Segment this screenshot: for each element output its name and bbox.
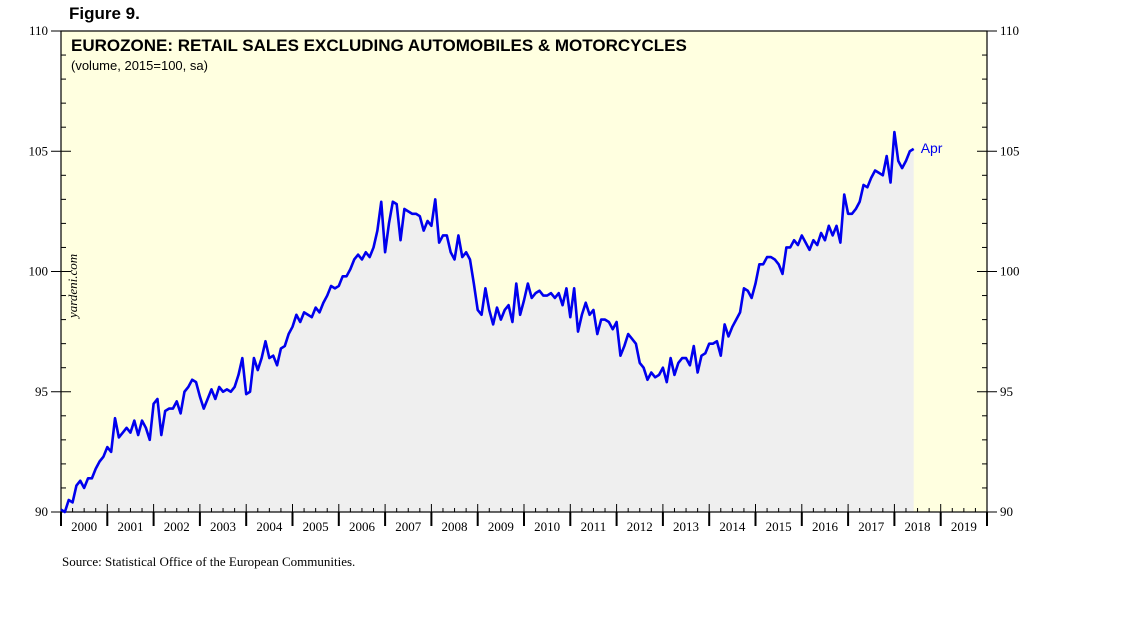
axis-layer: 90 90 95 95 100 100 105 105 110 110 2000 2001 2002 20… xyxy=(29,23,1020,534)
y-tick-label-left: 90 xyxy=(35,504,48,519)
y-tick-label-right: 100 xyxy=(1000,264,1020,279)
x-tick-label: 2016 xyxy=(812,519,839,534)
series-area xyxy=(61,132,914,512)
y-tick-label-left: 105 xyxy=(29,143,49,158)
x-tick-label: 2004 xyxy=(256,519,283,534)
x-tick-label: 2010 xyxy=(534,519,560,534)
x-tick-label: 2001 xyxy=(117,519,143,534)
watermark: yardeni.com xyxy=(65,254,80,320)
y-tick-label-left: 95 xyxy=(35,384,48,399)
y-tick-label-right: 110 xyxy=(1000,23,1019,38)
x-tick-label: 2009 xyxy=(488,519,514,534)
y-tick-label-left: 110 xyxy=(29,23,48,38)
x-tick-label: 2014 xyxy=(719,519,746,534)
x-tick-label: 2002 xyxy=(164,519,190,534)
area-layer xyxy=(61,132,914,512)
x-tick-label: 2011 xyxy=(581,519,607,534)
x-tick-label: 2015 xyxy=(766,519,792,534)
x-tick-label: 2007 xyxy=(395,519,422,534)
figure-label: Figure 9. xyxy=(69,4,140,23)
y-tick-label-right: 90 xyxy=(1000,504,1013,519)
y-tick-label-right: 95 xyxy=(1000,384,1013,399)
chart-subtitle: (volume, 2015=100, sa) xyxy=(71,58,208,73)
x-tick-label: 2019 xyxy=(951,519,977,534)
latest-point-label: Apr xyxy=(921,140,943,156)
chart-title: EUROZONE: RETAIL SALES EXCLUDING AUTOMOB… xyxy=(71,36,687,55)
x-tick-label: 2003 xyxy=(210,519,236,534)
x-tick-label: 2006 xyxy=(349,519,376,534)
x-tick-label: 2008 xyxy=(442,519,468,534)
x-tick-label: 2018 xyxy=(905,519,931,534)
series-line xyxy=(60,130,915,514)
x-tick-label: 2000 xyxy=(71,519,97,534)
y-tick-label-left: 100 xyxy=(29,264,49,279)
line-layer: Apr xyxy=(60,130,943,514)
source-note: Source: Statistical Office of the Europe… xyxy=(62,554,355,569)
x-tick-label: 2005 xyxy=(303,519,329,534)
x-tick-label: 2013 xyxy=(673,519,699,534)
x-tick-label: 2017 xyxy=(858,519,885,534)
x-tick-label: 2012 xyxy=(627,519,653,534)
y-tick-label-right: 105 xyxy=(1000,143,1020,158)
